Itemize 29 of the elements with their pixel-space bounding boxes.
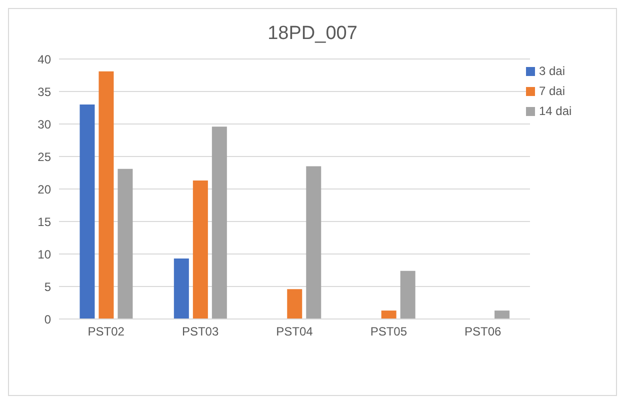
y-tick-label: 10 <box>38 247 52 262</box>
x-tick-label: PST03 <box>182 324 219 339</box>
x-tick-label: PST05 <box>370 324 408 339</box>
y-tick-label: 20 <box>38 182 52 196</box>
legend-label: 3 dai <box>539 64 566 78</box>
bar <box>80 104 95 319</box>
x-tick-label: PST02 <box>88 324 125 339</box>
y-tick-label: 30 <box>38 117 52 132</box>
bar <box>381 310 396 319</box>
chart-title: 18PD_007 <box>266 23 358 45</box>
y-tick-label: 5 <box>44 280 52 294</box>
bar <box>287 289 302 319</box>
bar <box>192 180 208 319</box>
legend-label: 7 dai <box>539 84 566 98</box>
bar <box>98 71 114 319</box>
bar <box>306 166 322 319</box>
y-tick-label: 0 <box>44 312 52 326</box>
legend-label: 14 dai <box>539 104 572 118</box>
bar <box>494 310 510 319</box>
bar <box>118 168 133 319</box>
y-tick-label: 15 <box>38 214 52 229</box>
bar <box>400 270 416 319</box>
y-tick-label: 35 <box>38 84 52 99</box>
y-tick-label: 40 <box>38 52 52 66</box>
bar <box>174 258 189 319</box>
y-tick-label: 25 <box>38 150 52 164</box>
bar <box>212 126 227 319</box>
x-tick-label: PST04 <box>276 324 314 339</box>
x-tick-label: PST06 <box>464 324 502 339</box>
